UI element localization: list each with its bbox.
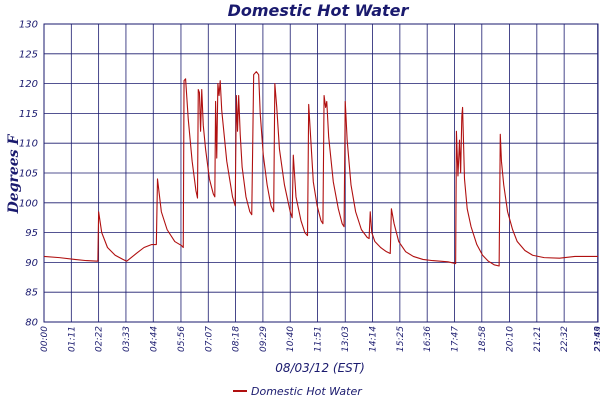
- y-tick-label: 95: [25, 228, 38, 239]
- grid: [43, 23, 599, 323]
- x-tick-label: 02:22: [95, 326, 105, 352]
- chart-title: Domestic Hot Water: [228, 1, 410, 20]
- x-axis-label: 08/03/12 (EST): [275, 361, 365, 375]
- legend-label: Domestic Hot Water: [251, 385, 363, 398]
- x-tick-label: 14:14: [369, 326, 379, 352]
- x-tick-label: 21:21: [533, 326, 543, 352]
- x-tick-label: 22:32: [560, 326, 570, 352]
- x-tick-label: 15:25: [396, 326, 406, 352]
- y-tick-label: 85: [25, 288, 38, 299]
- plot-frame: [43, 23, 599, 323]
- x-tick-label: 10:40: [286, 326, 296, 352]
- y-tick-label: 80: [25, 318, 38, 329]
- y-tick-label: 120: [19, 79, 38, 90]
- y-tick-label: 130: [19, 20, 38, 31]
- x-tick-label: 16:36: [423, 326, 433, 352]
- series-line-domestic-hot-water: [43, 71, 598, 267]
- x-tick-label: 18:58: [478, 326, 488, 352]
- x-tick-label: 08:18: [232, 326, 242, 352]
- y-tick-label: 90: [25, 258, 38, 269]
- y-tick-label: 115: [19, 109, 38, 120]
- x-tick-label: 11:51: [314, 326, 324, 352]
- x-tick-label: 03:33: [122, 326, 132, 352]
- x-tick-label: 17:47: [450, 326, 460, 352]
- x-tick-label: 13:03: [341, 326, 351, 352]
- x-tick-label: 01:11: [67, 326, 77, 352]
- x-tick-label: 07:07: [204, 326, 214, 352]
- x-ticks: 00:00 01:11 02:22 03:33 04:44 05:56 07:07 08:18…: [40, 326, 600, 352]
- legend: Domestic Hot Water: [233, 385, 363, 398]
- x-tick-label: 23:43: [594, 326, 600, 352]
- x-tick-label: 00:00: [40, 326, 50, 352]
- y-axis-label: Degrees F: [6, 134, 22, 215]
- x-tick-label: 05:56: [177, 326, 187, 352]
- x-tick-label: 04:44: [149, 326, 159, 352]
- y-tick-label: 125: [19, 49, 38, 60]
- x-tick-label: 20:10: [506, 326, 516, 352]
- x-tick-label: 23:59: [594, 326, 600, 352]
- y-tick-label: 105: [19, 169, 38, 180]
- x-tick-label: 09:29: [259, 326, 269, 352]
- y-ticks: 80 85 90 95 100 105 110 115 120 125 130: [19, 20, 38, 329]
- series-group: [43, 71, 598, 267]
- y-tick-label: 100: [19, 198, 38, 209]
- y-tick-label: 110: [19, 139, 38, 150]
